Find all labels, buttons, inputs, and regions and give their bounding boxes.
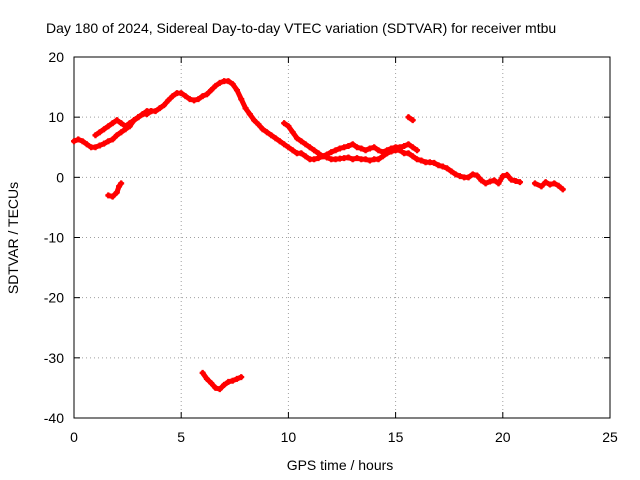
data-trace-segment <box>556 183 566 192</box>
y-tick-label: -20 <box>44 290 64 306</box>
y-tick-label: -10 <box>44 230 64 246</box>
x-tick-label: 25 <box>602 429 618 445</box>
data-trace-segment <box>116 180 124 189</box>
data-trace-segment <box>234 374 244 382</box>
chart-title: Day 180 of 2024, Sidereal Day-to-day VTE… <box>46 20 556 36</box>
axis-ticks: 0 5 10 15 20 25 -40 -30 -20 -10 0 10 20 <box>44 49 618 445</box>
x-tick-label: 10 <box>281 429 297 445</box>
x-tick-label: 15 <box>388 429 404 445</box>
y-tick-label: 20 <box>48 49 64 65</box>
data-points <box>71 78 566 393</box>
grid-lines <box>74 57 610 418</box>
y-tick-label: -30 <box>44 350 64 366</box>
data-trace-segment <box>405 114 416 123</box>
y-tick-label: 0 <box>56 169 64 185</box>
data-trace-segment <box>513 178 523 185</box>
x-axis-label: GPS time / hours <box>287 457 394 473</box>
x-tick-label: 5 <box>177 429 185 445</box>
y-axis-label: SDTVAR / TECUs <box>5 182 21 294</box>
x-tick-label: 20 <box>495 429 511 445</box>
data-trace-segment <box>410 144 420 153</box>
x-tick-label: 0 <box>70 429 78 445</box>
y-tick-label: -40 <box>44 410 64 426</box>
y-tick-label: 10 <box>48 109 64 125</box>
